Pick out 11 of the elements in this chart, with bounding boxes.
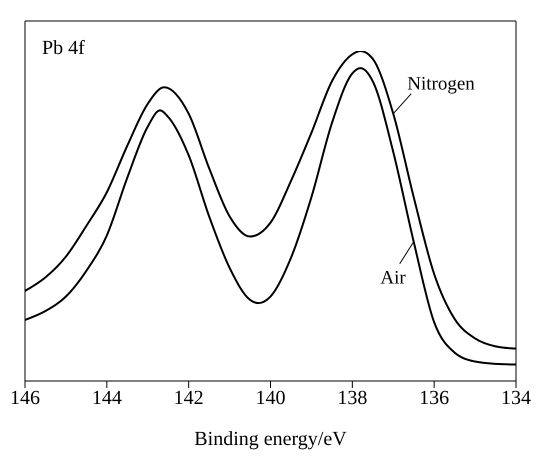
x-tick-label: 134 <box>501 387 531 410</box>
x-tick-label: 142 <box>174 387 204 410</box>
x-tick-label: 136 <box>419 387 450 410</box>
x-tick-label: 146 <box>10 387 40 410</box>
x-tick-label: 140 <box>256 387 286 410</box>
x-tick-label: 144 <box>92 387 122 410</box>
legend-label: Air <box>380 268 406 289</box>
x-axis-title: Binding energy/eV <box>194 428 348 450</box>
chart-title: Pb 4f <box>42 37 86 59</box>
series-label: Nitrogen <box>407 74 476 95</box>
x-tick-label: 138 <box>337 387 368 410</box>
